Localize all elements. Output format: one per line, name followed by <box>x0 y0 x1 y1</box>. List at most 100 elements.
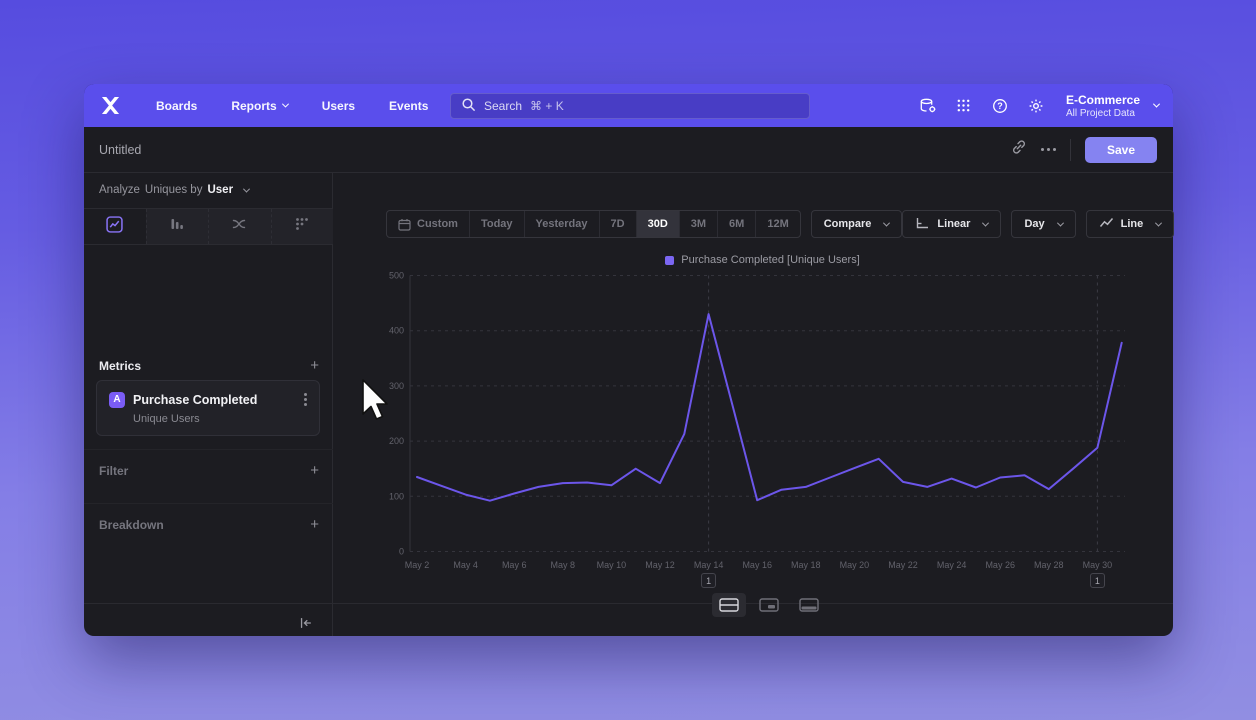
search-icon <box>461 97 476 115</box>
insights-icon <box>106 215 123 238</box>
chevron-down-icon <box>281 100 289 108</box>
x-axis-tick-label: May 22 <box>888 560 918 570</box>
tab-funnels[interactable] <box>145 209 209 244</box>
add-filter-button[interactable]: + <box>310 462 319 479</box>
flows-icon <box>231 216 248 237</box>
calendar-icon <box>398 218 411 231</box>
range-button-custom[interactable]: Custom <box>387 211 469 237</box>
x-axis-tick-label: May 16 <box>742 560 772 570</box>
metric-menu-icon[interactable] <box>302 391 309 408</box>
share-link-icon[interactable] <box>1011 139 1027 160</box>
svg-text:?: ? <box>997 101 1003 111</box>
y-axis-tick-label: 500 <box>389 271 404 281</box>
help-icon[interactable]: ? <box>986 92 1014 120</box>
chart-legend[interactable]: Purchase Completed [Unique Users] <box>385 254 1140 266</box>
nav-item-boards[interactable]: Boards <box>139 84 214 127</box>
nav-item-label: Users <box>321 98 356 113</box>
annotation-badge[interactable]: 1 <box>701 573 717 588</box>
filter-section-header: Filter + <box>99 463 319 478</box>
nav-item-label: Boards <box>156 98 198 113</box>
x-axis-tick-label: May 10 <box>597 560 627 570</box>
line-chart-icon <box>1099 216 1114 232</box>
mixpanel-logo-icon[interactable] <box>100 96 121 115</box>
range-button-today[interactable]: Today <box>468 211 524 237</box>
save-button[interactable]: Save <box>1085 136 1157 163</box>
tab-flows[interactable] <box>208 209 271 244</box>
range-button-3m[interactable]: 3M <box>678 211 717 237</box>
chart-type-dropdown[interactable]: Line <box>1085 210 1175 238</box>
range-button-yesterday[interactable]: Yesterday <box>523 211 599 237</box>
x-axis-tick-label: May 20 <box>840 560 870 570</box>
layout-table-view-icon[interactable] <box>792 593 826 617</box>
x-axis-tick-label: May 24 <box>937 560 967 570</box>
nav-item-events[interactable]: Events <box>372 84 445 127</box>
legend-label: Purchase Completed [Unique Users] <box>681 254 860 266</box>
range-label: Custom <box>417 218 458 230</box>
scale-dropdown[interactable]: Linear <box>902 210 1002 238</box>
metrics-section-header: Metrics + <box>99 358 319 373</box>
query-sidebar: Analyze Uniques by User <box>84 173 333 636</box>
tab-insights[interactable] <box>84 209 146 244</box>
y-axis-tick-label: 100 <box>389 491 404 501</box>
x-axis-tick-label: May 28 <box>1034 560 1064 570</box>
metric-name: Purchase Completed <box>133 392 258 407</box>
report-type-tabs <box>84 208 333 245</box>
nav-item-label: Reports <box>231 98 277 113</box>
range-button-6m[interactable]: 6M <box>717 211 755 237</box>
metric-card[interactable]: A Purchase Completed Unique Users <box>96 380 320 436</box>
x-axis-tick-label: May 4 <box>453 560 478 570</box>
report-title[interactable]: Untitled <box>99 142 142 157</box>
x-axis-tick-label: May 12 <box>645 560 675 570</box>
range-button-7d[interactable]: 7D <box>598 211 636 237</box>
layout-split-view-icon[interactable] <box>712 593 746 617</box>
legend-swatch <box>665 255 675 265</box>
mouse-cursor <box>360 378 390 427</box>
divider <box>1070 138 1071 161</box>
app-window: Boards Reports Users Events Search ⌘ + K ? <box>84 84 1175 636</box>
collapse-sidebar-icon[interactable] <box>298 616 316 630</box>
tab-retention[interactable] <box>270 209 334 244</box>
x-axis-tick-label: May 6 <box>502 560 527 570</box>
divider <box>84 503 333 504</box>
chart-type-label: Line <box>1120 218 1144 230</box>
search-shortcut: ⌘ + K <box>530 99 564 113</box>
metric-subtitle[interactable]: Unique Users <box>133 413 200 425</box>
entity-dropdown[interactable]: User <box>207 184 234 196</box>
y-axis-tick-label: 300 <box>389 381 404 391</box>
range-button-12m[interactable]: 12M <box>755 211 799 237</box>
apps-grid-icon[interactable] <box>950 92 978 120</box>
x-axis-tick-label: May 14 <box>694 560 724 570</box>
divider <box>84 449 333 450</box>
layout-toggle-group <box>712 593 826 617</box>
nav-item-reports[interactable]: Reports <box>214 84 304 127</box>
compare-button[interactable]: Compare <box>810 210 903 238</box>
annotation-badge[interactable]: 1 <box>1089 573 1105 588</box>
range-button-30d[interactable]: 30D <box>635 211 679 237</box>
range-label: Today <box>480 218 513 230</box>
range-label: 3M <box>690 218 707 230</box>
range-label: 30D <box>647 218 668 230</box>
line-chart[interactable]: 0 100 200 300 400 500 May 2 May 4 May 6 May 8 May … <box>385 268 1140 598</box>
range-label: Yesterday <box>535 218 588 230</box>
funnels-icon <box>169 216 185 237</box>
chevron-down-icon <box>1152 100 1161 108</box>
measure-dropdown[interactable]: Uniques by <box>144 184 203 196</box>
scale-label: Linear <box>937 218 971 230</box>
search-input[interactable]: Search ⌘ + K <box>450 93 810 119</box>
x-axis-tick-label: May 8 <box>551 560 576 570</box>
nav-item-users[interactable]: Users <box>305 84 372 127</box>
project-scope: All Project Data <box>1065 107 1135 119</box>
add-breakdown-button[interactable]: + <box>310 516 319 533</box>
interval-dropdown[interactable]: Day <box>1011 210 1076 238</box>
series-line <box>416 313 1123 502</box>
project-selector[interactable]: E-Commerce All Project Data <box>1065 93 1161 119</box>
breakdown-section-header: Breakdown + <box>99 517 319 532</box>
data-management-icon[interactable] <box>914 92 942 120</box>
settings-gear-icon[interactable] <box>1022 92 1050 120</box>
add-metric-button[interactable]: + <box>310 357 319 374</box>
top-nav: Boards Reports Users Events Search ⌘ + K ? <box>84 84 1173 127</box>
more-options-icon[interactable] <box>1041 148 1056 151</box>
chart-toolbar: Custom Today Yesterday 7D 30D 3M 6M 12M Compare… <box>386 210 1175 238</box>
range-label: 12M <box>767 218 789 230</box>
layout-chart-view-icon[interactable] <box>752 593 786 617</box>
